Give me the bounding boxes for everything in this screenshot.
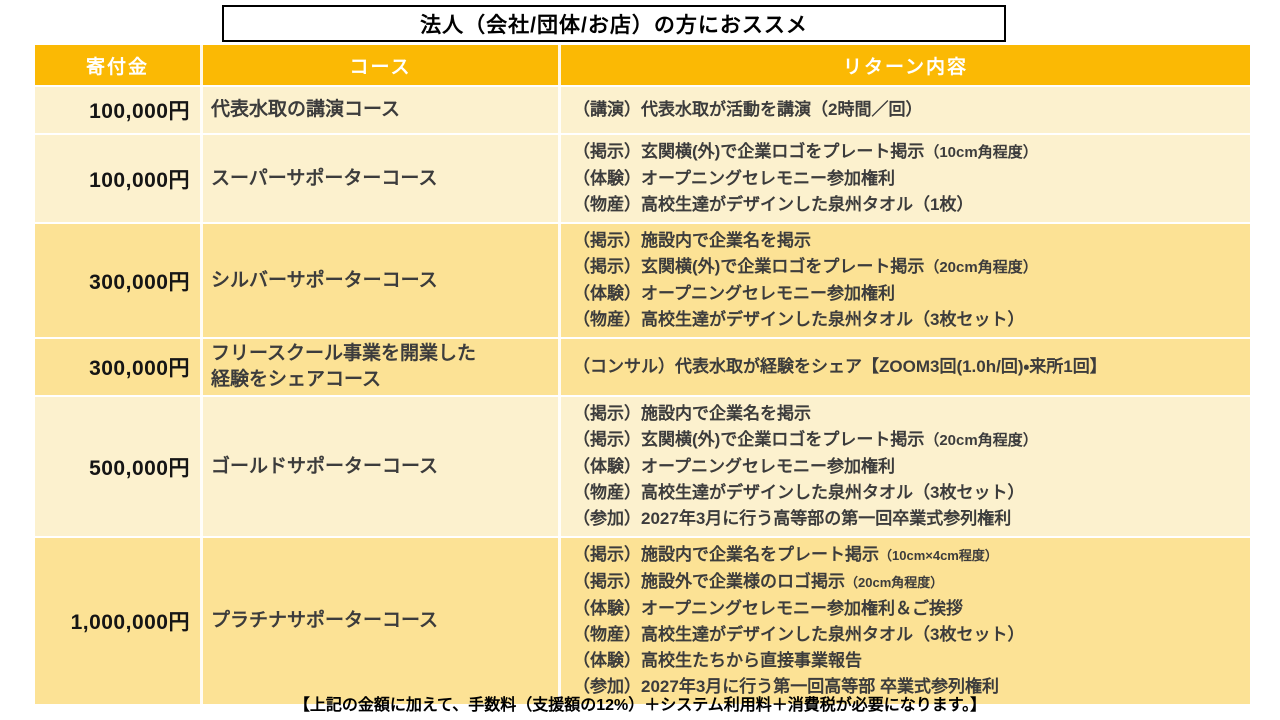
returns-list: （コンサル）代表水取が経験をシェア【ZOOM3回(1.0h/回)・来所1回】 xyxy=(558,339,1250,395)
return-line: （掲示）玄関横(外)で企業ロゴをプレート掲示（10cm角程度） xyxy=(573,142,1038,161)
size-note: （10cm角程度） xyxy=(924,144,1038,161)
return-line: （掲示）施設内で企業名を掲示 xyxy=(573,404,811,423)
donation-amount: 1,000,000円 xyxy=(70,611,190,634)
return-line: （物産）高校生達がデザインした泉州タオル（1枚） xyxy=(573,195,974,214)
donation-amount: 100,000円 xyxy=(89,100,190,123)
page-title: 法人（会社/団体/お店）の方におススメ xyxy=(420,13,808,37)
return-line: （掲示）施設内で企業名を掲示 xyxy=(573,231,811,250)
header-course: コース xyxy=(200,45,558,85)
header-returns: リターン内容 xyxy=(558,45,1250,85)
course-name: ゴールドサポーターコース xyxy=(200,397,558,536)
header-donation: 寄付金 xyxy=(85,56,149,78)
donation-amount: 500,000円 xyxy=(89,456,190,480)
donation-amount: 300,000円 xyxy=(89,270,190,294)
returns-list: （掲示）玄関横(外)で企業ロゴをプレート掲示（10cm角程度） （体験）オープニン… xyxy=(558,135,1250,222)
return-line: （物産）高校生達がデザインした泉州タオル（3枚セット） xyxy=(573,625,1025,644)
course-name: フリースクール事業を開業した 経験をシェアコース xyxy=(200,339,558,395)
return-line: （参加）2027年3月に行う高等部の第一回卒業式参列権利 xyxy=(573,509,1012,528)
return-line: （掲示）施設外で企業様のロゴ掲示（20cm角程度） xyxy=(573,572,944,591)
return-line: （コンサル）代表水取が経験をシェア【ZOOM3回(1.0h/回)・来所1回】 xyxy=(573,357,1107,376)
size-note: （20cm角程度） xyxy=(924,432,1038,449)
table-row: 1,000,000円 プラチナサポーターコース （掲示）施設内で企業名をプレート掲示… xyxy=(35,536,1250,704)
return-line: （体験）高校生たちから直接事業報告 xyxy=(573,651,862,670)
return-line: （体験）オープニングセレモニー参加権利 xyxy=(573,457,895,476)
size-note: （10cm×4cm程度） xyxy=(879,548,998,563)
return-line: （掲示）施設内で企業名をプレート掲示（10cm×4cm程度） xyxy=(573,545,998,564)
return-line: （体験）オープニングセレモニー参加権利＆ご挨拶 xyxy=(573,599,963,618)
donation-amount: 300,000円 xyxy=(89,357,190,380)
returns-list: （掲示）施設内で企業名を掲示 （掲示）玄関横(外)で企業ロゴをプレート掲示（20c… xyxy=(558,224,1250,337)
return-line: （物産）高校生達がデザインした泉州タオル（3枚セット） xyxy=(573,483,1025,502)
table-header-row: 寄付金 コース リターン内容 xyxy=(35,45,1250,85)
table-row: 100,000円 スーパーサポーターコース （掲示）玄関横(外)で企業ロゴをプレート… xyxy=(35,133,1250,222)
return-line: （掲示）玄関横(外)で企業ロゴをプレート掲示（20cm角程度） xyxy=(573,430,1038,449)
table-row: 300,000円 フリースクール事業を開業した 経験をシェアコース （コンサル）代表… xyxy=(35,337,1250,395)
fee-footnote: 【上記の金額に加えて、手数料（支援額の12%）＋システム利用料＋消費税が必要にな… xyxy=(293,697,987,714)
table-body: 100,000円 代表水取の講演コース （講演）代表水取が活動を講演（2時間／回） 1… xyxy=(35,85,1250,704)
size-note: （20cm角程度） xyxy=(845,575,944,590)
returns-list: （掲示）施設内で企業名をプレート掲示（10cm×4cm程度） （掲示）施設外で企業… xyxy=(558,538,1250,704)
return-line: （体験）オープニングセレモニー参加権利 xyxy=(573,169,895,188)
course-name: シルバーサポーターコース xyxy=(200,224,558,337)
return-line: （物産）高校生達がデザインした泉州タオル（3枚セット） xyxy=(573,310,1025,329)
title-box: 法人（会社/団体/お店）の方におススメ xyxy=(222,5,1006,42)
size-note: （20cm角程度） xyxy=(924,259,1038,276)
return-line: （掲示）玄関横(外)で企業ロゴをプレート掲示（20cm角程度） xyxy=(573,257,1038,276)
course-name: スーパーサポーターコース xyxy=(200,135,558,222)
returns-list: （講演）代表水取が活動を講演（2時間／回） xyxy=(558,87,1250,133)
table-row: 300,000円 シルバーサポーターコース （掲示）施設内で企業名を掲示 （掲示）玄関… xyxy=(35,222,1250,337)
course-table: 寄付金 コース リターン内容 100,000円 代表水取の講演コース （講演）代表水… xyxy=(35,45,1250,704)
donation-amount: 100,000円 xyxy=(89,168,190,192)
return-line: （体験）オープニングセレモニー参加権利 xyxy=(573,284,895,303)
course-name: プラチナサポーターコース xyxy=(200,538,558,704)
table-row: 100,000円 代表水取の講演コース （講演）代表水取が活動を講演（2時間／回） xyxy=(35,85,1250,133)
course-name: 代表水取の講演コース xyxy=(200,87,558,133)
table-row: 500,000円 ゴールドサポーターコース （掲示）施設内で企業名を掲示 （掲示）玄関… xyxy=(35,395,1250,536)
return-line: （参加）2027年3月に行う第一回高等部 卒業式参列権利 xyxy=(573,677,999,696)
returns-list: （掲示）施設内で企業名を掲示 （掲示）玄関横(外)で企業ロゴをプレート掲示（20c… xyxy=(558,397,1250,536)
return-line: （講演）代表水取が活動を講演（2時間／回） xyxy=(573,100,923,119)
